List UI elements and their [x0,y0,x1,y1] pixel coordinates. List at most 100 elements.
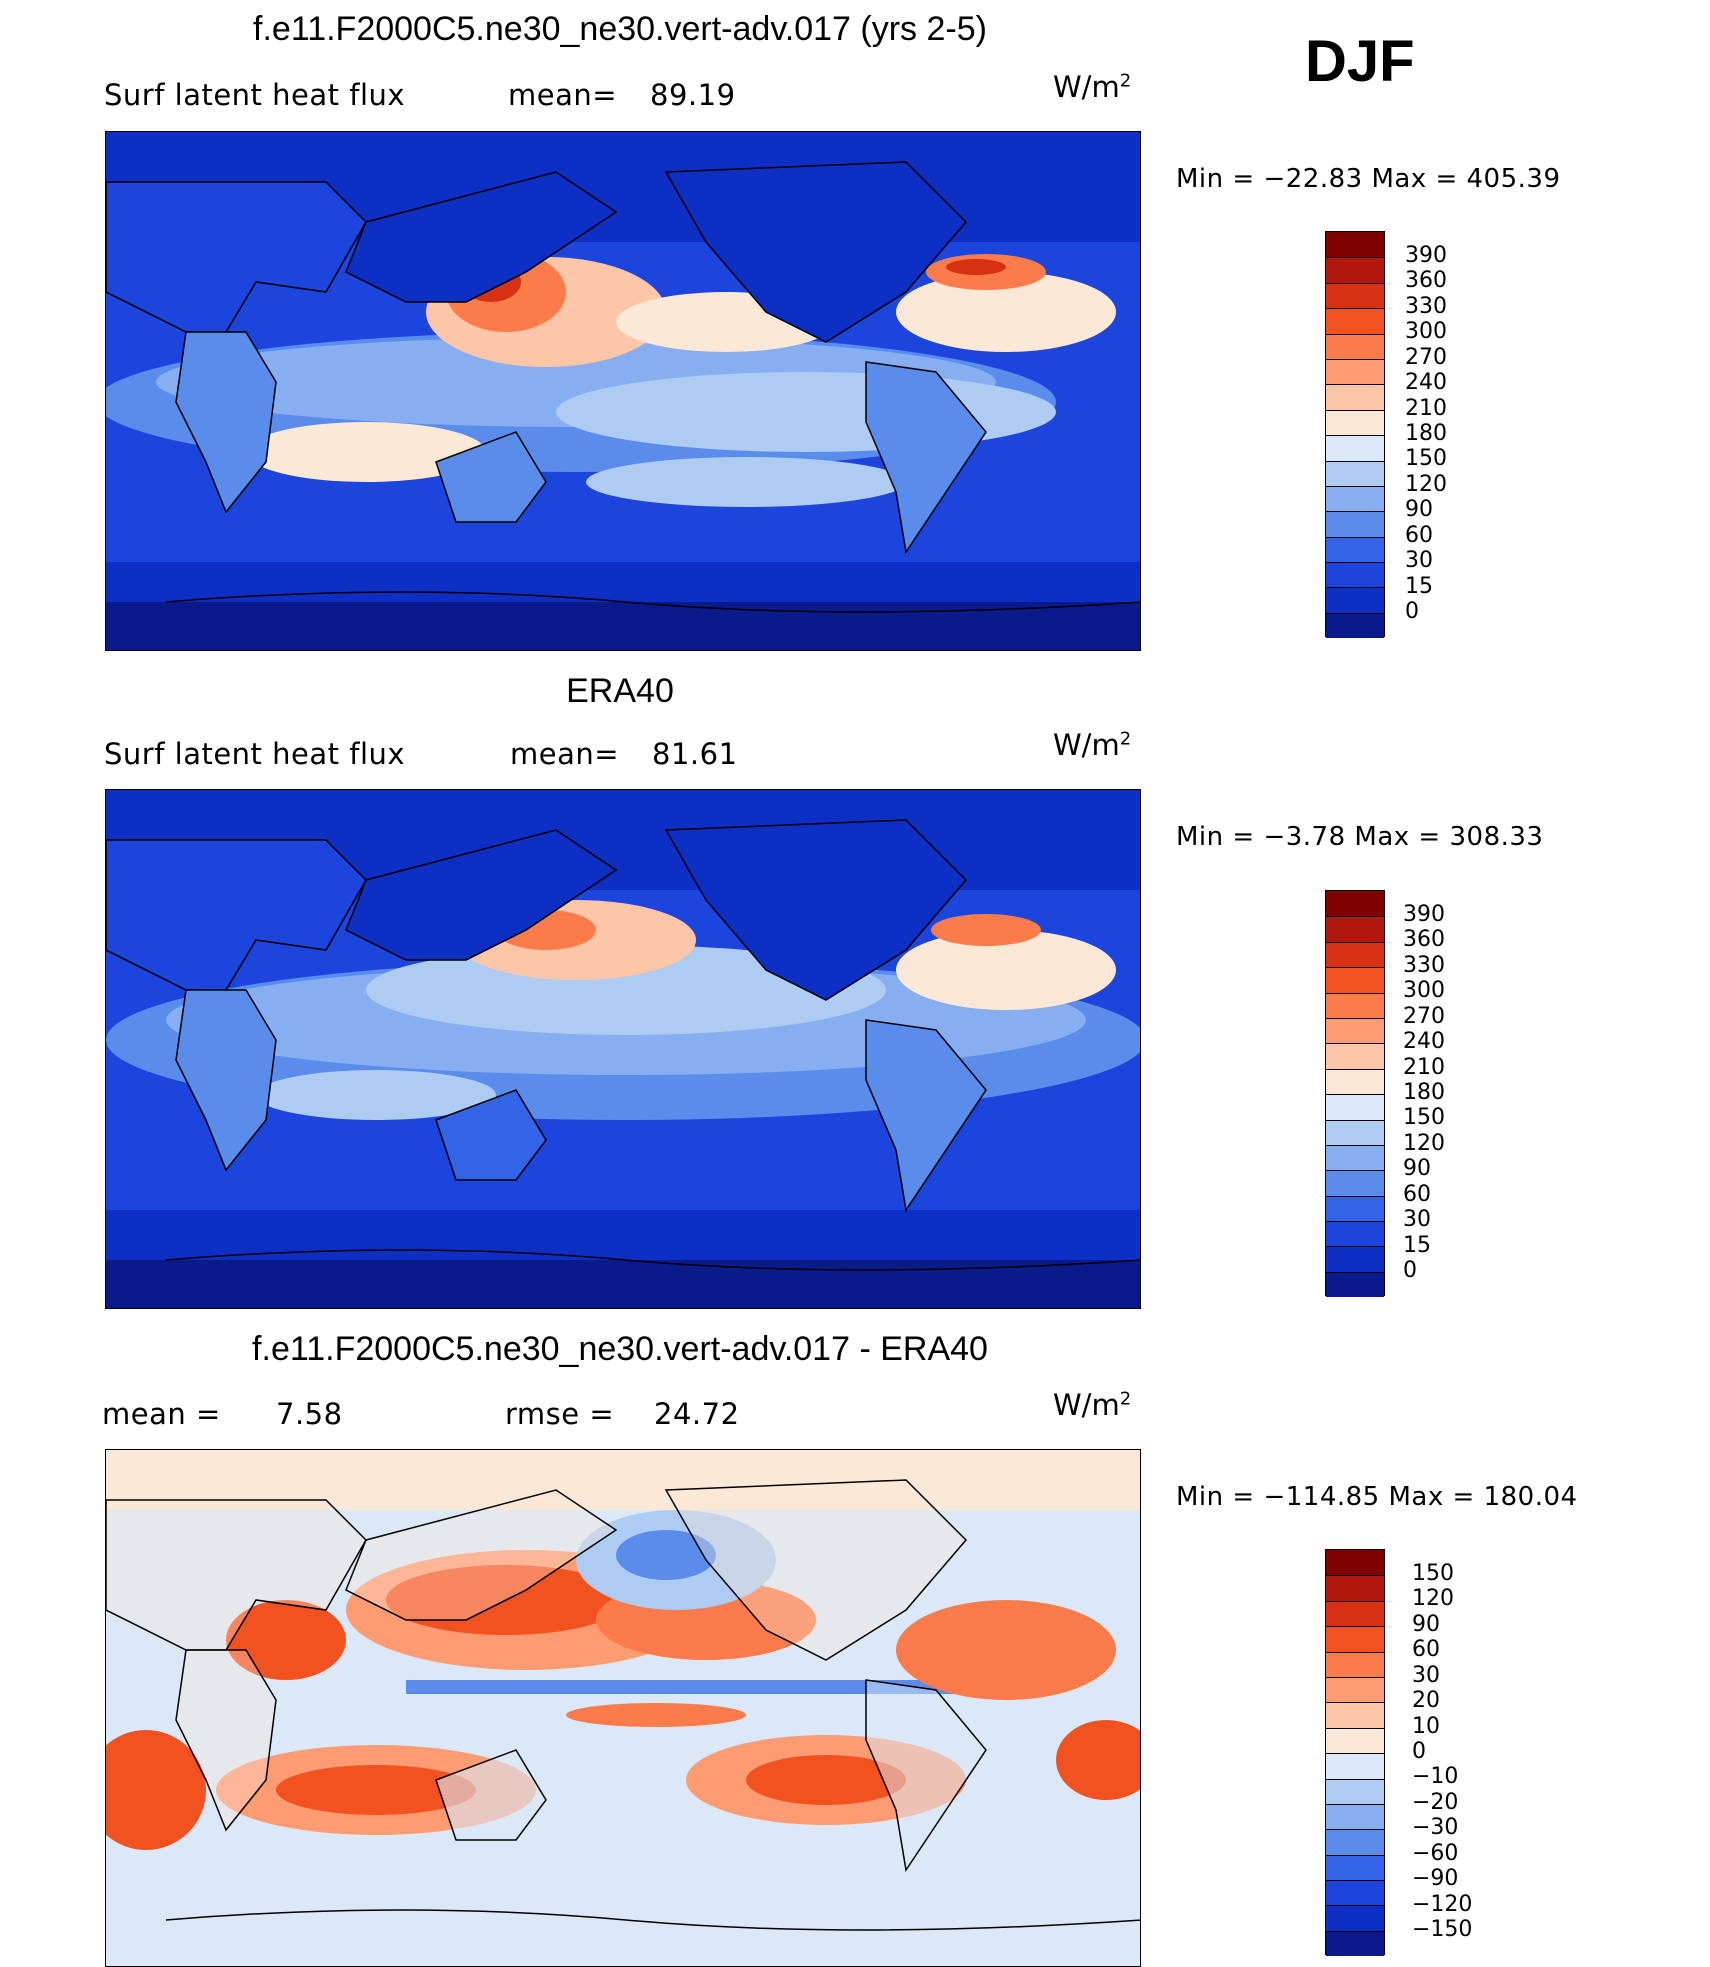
panel-3-colorbar-swatch [1326,1880,1384,1906]
panel-1-colorbar-swatch [1326,435,1384,461]
panel-1-colorbar-swatch [1326,282,1384,309]
panel-1-colorbar-swatch [1326,587,1384,613]
panel-3-mean-label: mean = [102,1397,221,1431]
panel-2-colorbar-swatch [1326,1119,1384,1145]
panel-1-colorbar-tick: 210 [1405,396,1447,421]
panel-3-rmse-value: 24.72 [654,1397,740,1431]
panel-3-colorbar-tick: 150 [1412,1561,1454,1586]
panel-3-minmax: Min = −114.85 Max = 180.04 [1176,1482,1578,1512]
panel-1-colorbar-swatch [1326,384,1384,410]
panel-1-colorbar-swatch [1326,232,1384,258]
panel-1-colorbar-tick: 150 [1405,446,1447,471]
panel-1-variable-label: Surf latent heat flux [104,78,406,112]
panel-3-colorbar-tick: −10 [1412,1764,1459,1789]
panel-1-colorbar-tick: 0 [1405,599,1419,624]
panel-1-colorbar-tick: 360 [1405,268,1447,293]
panel-2-colorbar-swatch [1326,891,1384,917]
panel-3-mean-value: 7.58 [276,1397,343,1431]
panel-2-mean-label: mean= [510,737,620,771]
panel-1-map [105,131,1141,651]
panel-2-colorbar-tick: 390 [1403,902,1445,927]
panel-2-variable-label: Surf latent heat flux [104,737,406,771]
panel-1-colorbar-tick: 270 [1405,345,1447,370]
panel-2-colorbar-swatch [1326,1094,1384,1120]
panel-3-colorbar-tick: 10 [1412,1714,1440,1739]
panel-1-colorbar-swatch [1326,308,1384,334]
panel-3-colorbar-swatch [1326,1905,1384,1931]
panel-3-colorbar-swatch [1326,1854,1384,1881]
panel-3-colorbar-swatch [1326,1930,1384,1957]
panel-2-colorbar-tick: 150 [1403,1105,1445,1130]
panel-1-colorbar-swatch [1326,333,1384,359]
panel-3-colorbar [1325,1549,1385,1957]
panel-3-colorbar-tick: −90 [1412,1866,1459,1891]
panel-2-colorbar-tick: 90 [1403,1156,1431,1181]
panel-2-colorbar-swatch [1326,1068,1384,1095]
panel-2-colorbar-tick: 240 [1403,1029,1445,1054]
panel-3-colorbar-tick: 120 [1412,1586,1454,1611]
panel-2-units: W/m2 [1053,728,1132,762]
panel-2-colorbar-swatch [1326,916,1384,942]
panel-3-colorbar-swatch [1326,1600,1384,1627]
panel-3-colorbar-tick: −150 [1412,1917,1473,1942]
panel-1-colorbar-tick: 240 [1405,370,1447,395]
panel-3-colorbar-swatch [1326,1829,1384,1855]
panel-2-colorbar-swatch [1326,941,1384,968]
panel-3-colorbar-swatch [1326,1753,1384,1779]
panel-1-colorbar-swatch [1326,612,1384,639]
panel-1-colorbar-tick: 30 [1405,548,1433,573]
panel-3-map [105,1449,1141,1967]
panel-2-colorbar-tick: 300 [1403,978,1445,1003]
panel-2-colorbar-tick: 270 [1403,1004,1445,1029]
panel-2-title: ERA40 [566,672,674,710]
panel-1-colorbar-tick: 120 [1405,472,1447,497]
panel-1-colorbar [1325,231,1385,639]
panel-3-colorbar-swatch [1326,1803,1384,1830]
season-label: DJF [1305,29,1415,94]
panel-3-colorbar-tick: 0 [1412,1739,1426,1764]
panel-3-colorbar-tick: 90 [1412,1612,1440,1637]
panel-2-colorbar-swatch [1326,967,1384,993]
panel-3-colorbar-tick: 30 [1412,1663,1440,1688]
panel-1-units: W/m2 [1053,70,1132,104]
panel-2-colorbar-tick: 180 [1403,1080,1445,1105]
panel-1-colorbar-tick: 330 [1405,294,1447,319]
panel-2-colorbar-tick: 360 [1403,927,1445,952]
panel-3-colorbar-swatch [1326,1651,1384,1677]
panel-1-colorbar-swatch [1326,485,1384,512]
panel-2-colorbar-swatch [1326,1170,1384,1196]
panel-3-title: f.e11.F2000C5.ne30_ne30.vert-adv.017 - E… [252,1330,988,1368]
panel-3-colorbar-tick: −120 [1412,1892,1473,1917]
panel-1-colorbar-swatch [1326,409,1384,436]
panel-2-colorbar-swatch [1326,1246,1384,1272]
panel-2-map [105,789,1141,1309]
panel-1-map-plot [106,132,1140,650]
panel-1-colorbar-tick: 390 [1405,243,1447,268]
panel-3-colorbar-tick: 20 [1412,1688,1440,1713]
panel-3-colorbar-tick: −30 [1412,1815,1459,1840]
panel-1-colorbar-tick: 15 [1405,574,1433,599]
panel-1-mean-value: 89.19 [650,78,736,112]
panel-3-colorbar-swatch [1326,1676,1384,1703]
panel-2-colorbar-tick: 0 [1403,1258,1417,1283]
panel-2-colorbar-swatch [1326,1144,1384,1171]
panel-3-map-plot [106,1450,1140,1966]
panel-1-colorbar-swatch [1326,536,1384,563]
panel-3-colorbar-swatch [1326,1778,1384,1804]
panel-1-colorbar-tick: 300 [1405,319,1447,344]
panel-3-units: W/m2 [1053,1388,1132,1422]
panel-2-colorbar-swatch [1326,1195,1384,1222]
panel-3-colorbar-swatch [1326,1626,1384,1652]
panel-1-mean-label: mean= [508,78,618,112]
panel-2-colorbar-swatch [1326,992,1384,1018]
panel-3-rmse-label: rmse = [505,1397,615,1431]
panel-2-colorbar-tick: 15 [1403,1233,1431,1258]
panel-1-colorbar-swatch [1326,460,1384,486]
panel-1-minmax: Min = −22.83 Max = 405.39 [1176,164,1561,194]
panel-2-colorbar [1325,890,1385,1298]
panel-2-mean-value: 81.61 [652,737,738,771]
panel-2-colorbar-swatch [1326,1043,1384,1069]
panel-2-colorbar-swatch [1326,1017,1384,1044]
panel-1-colorbar-swatch [1326,511,1384,537]
panel-3-colorbar-tick: −20 [1412,1790,1459,1815]
